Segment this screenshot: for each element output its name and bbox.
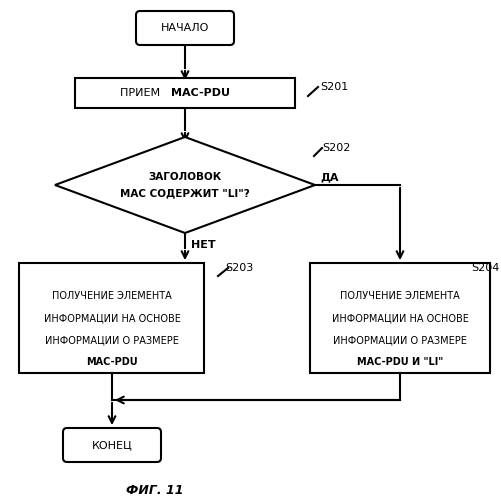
Text: МАС СОДЕРЖИТ "LI"?: МАС СОДЕРЖИТ "LI"? (120, 188, 249, 198)
Text: ИНФОРМАЦИИ О РАЗМЕРЕ: ИНФОРМАЦИИ О РАЗМЕРЕ (332, 335, 466, 345)
Text: S203: S203 (224, 263, 253, 273)
Text: НЕТ: НЕТ (190, 240, 215, 250)
Text: ПОЛУЧЕНИЕ ЭЛЕМЕНТА: ПОЛУЧЕНИЕ ЭЛЕМЕНТА (340, 291, 459, 301)
Text: MAC-PDU: MAC-PDU (86, 357, 138, 367)
Text: КОНЕЦ: КОНЕЦ (92, 440, 132, 450)
Text: ИНФОРМАЦИИ О РАЗМЕРЕ: ИНФОРМАЦИИ О РАЗМЕРЕ (45, 335, 178, 345)
Text: ЗАГОЛОВОК: ЗАГОЛОВОК (148, 172, 221, 182)
Polygon shape (55, 137, 314, 233)
Text: ПОЛУЧЕНИЕ ЭЛЕМЕНТА: ПОЛУЧЕНИЕ ЭЛЕМЕНТА (52, 291, 171, 301)
Text: НАЧАЛО: НАЧАЛО (160, 23, 209, 33)
Text: ИНФОРМАЦИИ НА ОСНОВЕ: ИНФОРМАЦИИ НА ОСНОВЕ (44, 313, 180, 323)
Text: ИНФОРМАЦИИ НА ОСНОВЕ: ИНФОРМАЦИИ НА ОСНОВЕ (331, 313, 467, 323)
Text: ПРИЕМ: ПРИЕМ (120, 88, 167, 98)
Bar (75, 78, 295, 108)
Text: MAC-PDU И "LI": MAC-PDU И "LI" (356, 357, 442, 367)
Text: ДА: ДА (319, 172, 338, 182)
Text: ФИГ. 11: ФИГ. 11 (126, 484, 183, 496)
Bar (310, 263, 489, 373)
Text: S202: S202 (321, 143, 350, 153)
Text: S204: S204 (470, 263, 499, 273)
Text: S201: S201 (319, 82, 348, 92)
FancyBboxPatch shape (136, 11, 233, 45)
FancyBboxPatch shape (63, 428, 161, 462)
Bar (20, 263, 204, 373)
Text: MAC-PDU: MAC-PDU (171, 88, 229, 98)
